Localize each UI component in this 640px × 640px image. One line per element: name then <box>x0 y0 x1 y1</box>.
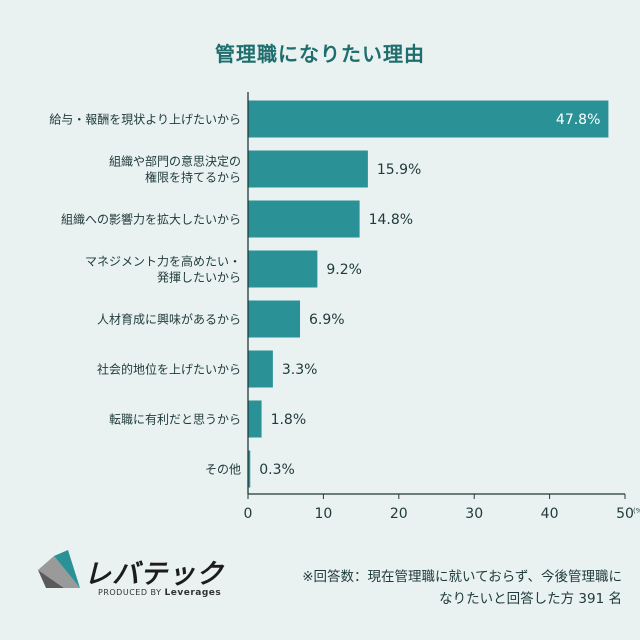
x-tick-label-3: 30 <box>465 506 483 522</box>
bar-0 <box>248 100 609 138</box>
x-tick-label-5: 50 <box>616 506 634 522</box>
footnote: ※回答数：現在管理職に就いておらず、今後管理職に なりたいと回答した方 391 … <box>232 566 622 610</box>
x-tick-label-0: 0 <box>244 506 253 522</box>
x-tick-label-4: 40 <box>541 506 559 522</box>
category-label-7: その他 <box>205 463 241 477</box>
footnote-line-1: ※回答数：現在管理職に就いておらず、今後管理職に <box>302 569 622 585</box>
value-label-5: 3.3% <box>282 362 318 378</box>
chart-title: 管理職になりたい理由 <box>215 42 425 66</box>
logo-wordmark: レバテック <box>84 559 224 590</box>
bar-2 <box>248 200 360 238</box>
logo-mark-icon <box>38 550 80 588</box>
category-label-4: 人材育成に興味があるから <box>97 312 241 327</box>
value-label-3: 9.2% <box>326 262 362 278</box>
value-label-1: 15.9% <box>377 162 421 178</box>
category-label-5: 社会的地位を上げたいから <box>97 362 241 377</box>
bar-3 <box>248 250 318 288</box>
value-label-4: 6.9% <box>309 312 345 328</box>
value-label-7: 0.3% <box>259 462 295 478</box>
value-label-2: 14.8% <box>369 212 413 228</box>
category-label-3: マネジメント力を高めたい・発揮したいから <box>85 254 241 285</box>
logo-tagline: PRODUCED BY Leverages <box>98 588 222 598</box>
x-tick-label-2: 20 <box>390 506 408 522</box>
bar-5 <box>248 350 273 388</box>
category-label-0: 給与・報酬を現状より上げたいから <box>49 113 241 127</box>
category-label-6: 転職に有利だと思うから <box>109 413 241 427</box>
value-label-0: 47.8% <box>556 112 600 128</box>
x-tick-label-1: 10 <box>314 506 332 522</box>
brand-logo: レバテック PRODUCED BY Leverages <box>36 548 236 604</box>
bar-6 <box>248 400 262 438</box>
category-label-1: 組織や部門の意思決定の権限を持てるから <box>109 154 241 185</box>
bar-7 <box>248 450 251 488</box>
x-unit-label: (%) <box>633 507 640 515</box>
value-label-6: 1.8% <box>271 412 307 428</box>
category-label-2: 組織への影響力を拡大したいから <box>61 212 241 227</box>
bar-4 <box>248 300 301 338</box>
bar-1 <box>248 150 368 188</box>
footnote-line-2: なりたいと回答した方 391 名 <box>439 591 622 607</box>
